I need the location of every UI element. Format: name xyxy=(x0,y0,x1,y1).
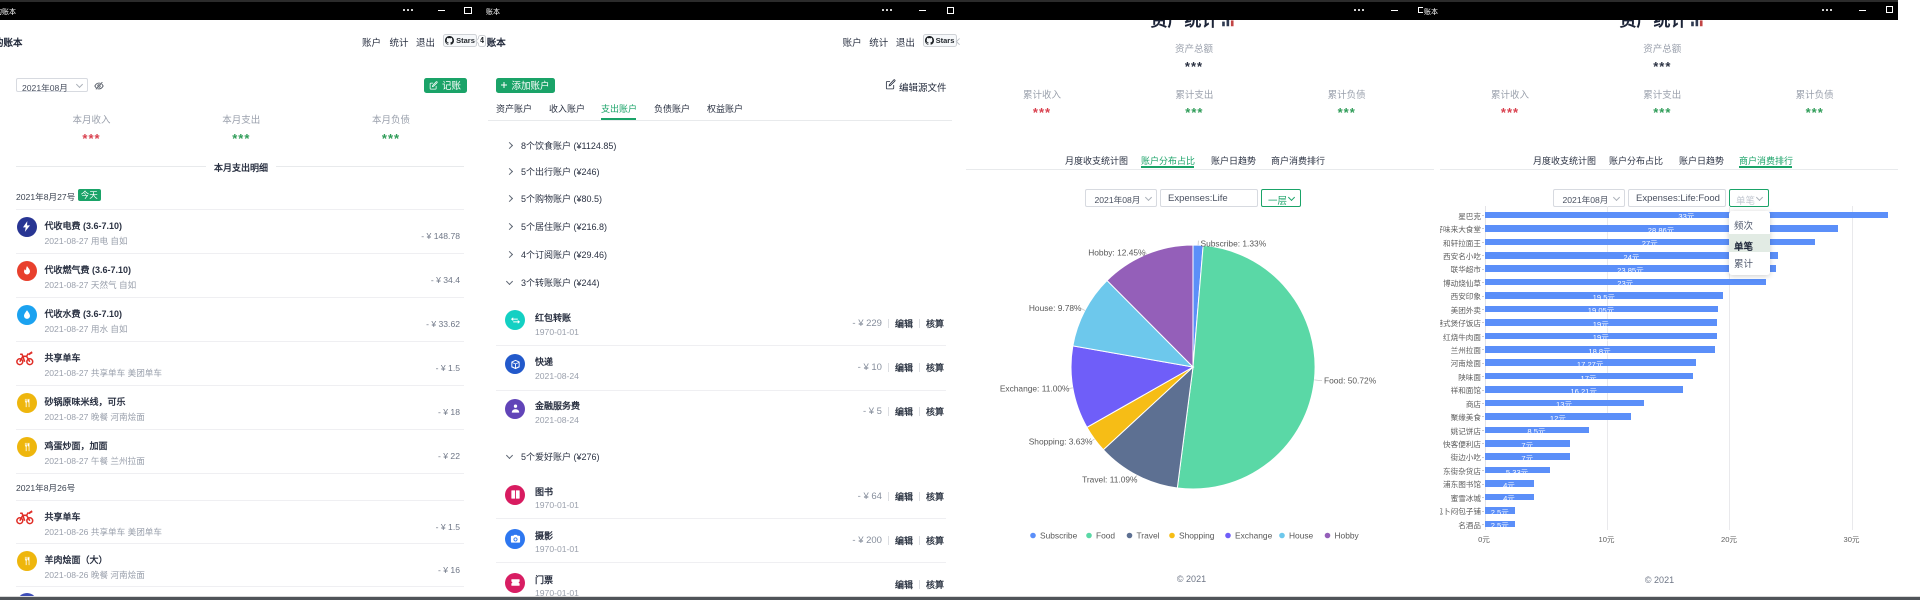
svg-text:Exchange: Exchange xyxy=(1235,531,1273,541)
svg-text:Shopping: 3.63%: Shopping: 3.63% xyxy=(1029,437,1093,447)
svg-text:Subscribe: Subscribe xyxy=(1040,531,1078,541)
svg-text:Subscribe: 1.33%: Subscribe: 1.33% xyxy=(1201,239,1267,249)
svg-text:Hobby: 12.45%: Hobby: 12.45% xyxy=(1088,247,1146,257)
svg-text:Shopping: Shopping xyxy=(1179,531,1215,541)
svg-text:Exchange: 11.00%: Exchange: 11.00% xyxy=(1000,383,1070,393)
svg-text:Travel: 11.09%: Travel: 11.09% xyxy=(1082,475,1138,485)
svg-text:Food: 50.72%: Food: 50.72% xyxy=(1324,375,1377,385)
svg-text:Travel: Travel xyxy=(1137,531,1160,541)
svg-text:House: 9.78%: House: 9.78% xyxy=(1029,303,1082,313)
svg-text:Hobby: Hobby xyxy=(1335,531,1360,541)
svg-text:House: House xyxy=(1289,531,1314,541)
svg-text:Food: Food xyxy=(1096,531,1115,541)
